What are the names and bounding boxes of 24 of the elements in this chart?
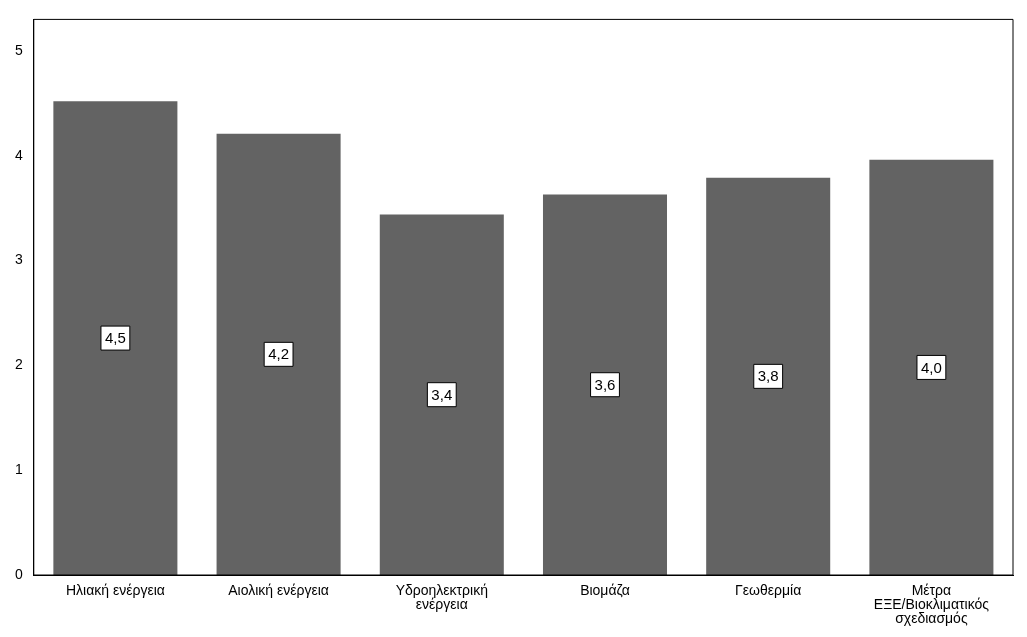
y-tick-label: 5 bbox=[14, 41, 23, 58]
x-tick-label: Μέτρα ΕΞΕ/Βιοκλιματικός σχεδιασμός bbox=[873, 581, 990, 626]
data-label: 4,0 bbox=[920, 358, 942, 376]
data-label: 3,6 bbox=[594, 375, 616, 393]
bar bbox=[869, 159, 994, 575]
x-tick-label: Αιολική ενέργεια bbox=[228, 581, 329, 598]
y-tick-label: 0 bbox=[14, 565, 23, 582]
x-tick-label: Γεωθερμία bbox=[735, 581, 802, 598]
data-label: 4,5 bbox=[104, 329, 126, 347]
y-tick-label: 4 bbox=[14, 146, 23, 163]
x-tick-label: Υδροηλεκτρική ενέργεια bbox=[395, 581, 488, 612]
bar bbox=[379, 214, 504, 575]
bar bbox=[216, 133, 341, 575]
y-tick-label: 2 bbox=[14, 356, 23, 373]
bar bbox=[542, 194, 668, 575]
y-tick-label: 3 bbox=[14, 251, 23, 268]
x-tick-label: Βιομάζα bbox=[580, 581, 630, 598]
x-tick-label: Ηλιακή ενέργεια bbox=[65, 581, 165, 598]
bar bbox=[53, 101, 178, 575]
bar bbox=[706, 177, 831, 575]
data-label: 3,8 bbox=[757, 367, 779, 385]
data-label: 4,2 bbox=[268, 345, 290, 363]
y-tick-label: 1 bbox=[14, 461, 23, 478]
data-label: 3,4 bbox=[431, 385, 453, 403]
